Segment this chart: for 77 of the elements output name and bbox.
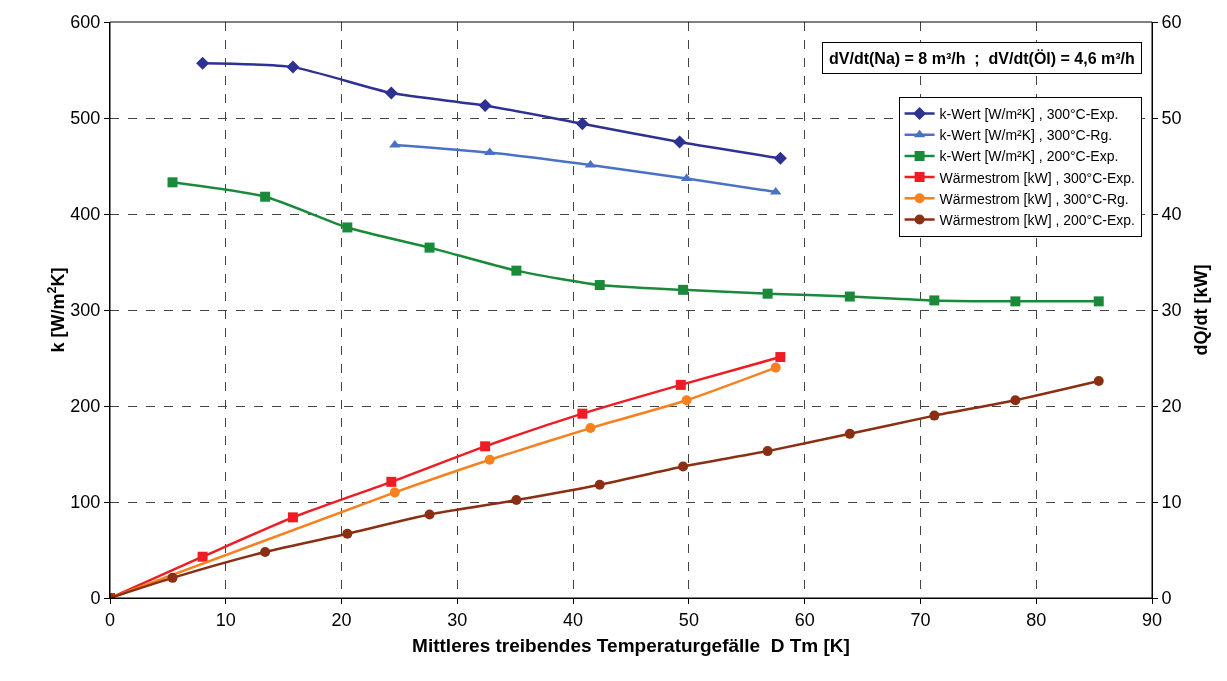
point bbox=[424, 242, 435, 253]
x-tick-label: 70 bbox=[910, 609, 931, 630]
point bbox=[167, 177, 178, 188]
point bbox=[424, 509, 435, 520]
point bbox=[386, 476, 397, 487]
point bbox=[678, 284, 689, 295]
annotation: dV/dt(Na) = 8 m³/h ; dV/dt(Öl) = 4,6 m³/h bbox=[829, 49, 1135, 67]
point bbox=[929, 410, 940, 421]
y-tick-label: 400 bbox=[70, 204, 101, 225]
y-tick-label: 0 bbox=[90, 588, 101, 609]
point bbox=[773, 151, 787, 165]
point bbox=[511, 265, 522, 276]
point bbox=[260, 546, 271, 557]
x-tick-label: 60 bbox=[794, 609, 815, 630]
x-tick-label: 0 bbox=[104, 609, 116, 630]
legend-label: k-Wert [W/m²K] , 300°C-Rg. bbox=[939, 127, 1113, 144]
point bbox=[478, 99, 492, 113]
point bbox=[286, 60, 300, 74]
x-tick-label: 50 bbox=[678, 609, 699, 630]
point bbox=[844, 428, 855, 439]
point bbox=[389, 139, 401, 148]
point bbox=[287, 512, 298, 523]
point bbox=[575, 117, 589, 131]
y2-tick-label: 10 bbox=[1161, 492, 1182, 513]
x-tick-label: 20 bbox=[331, 609, 352, 630]
y2-tick-label: 50 bbox=[1161, 108, 1182, 129]
point bbox=[594, 280, 605, 291]
point bbox=[594, 479, 605, 490]
point bbox=[196, 56, 210, 70]
legend-label: k-Wert [W/m²K] , 300°C-Exp. bbox=[939, 105, 1119, 122]
y-tick-label: 200 bbox=[70, 396, 101, 417]
point bbox=[585, 423, 596, 434]
legend-label: Wärmestrom [kW] , 300°C-Rg. bbox=[939, 190, 1129, 207]
y-tick-label: 600 bbox=[70, 12, 101, 33]
y2-tick-label: 60 bbox=[1161, 12, 1182, 33]
point bbox=[678, 461, 689, 472]
point bbox=[197, 551, 208, 562]
point bbox=[511, 495, 522, 506]
y-tick-label: 100 bbox=[70, 492, 101, 513]
point bbox=[770, 362, 781, 373]
point bbox=[1010, 296, 1021, 307]
point bbox=[762, 446, 773, 457]
point bbox=[1010, 395, 1021, 406]
y2-tick-label: 40 bbox=[1161, 204, 1182, 225]
legend-label: Wärmestrom [kW] , 200°C-Exp. bbox=[939, 211, 1135, 228]
point bbox=[484, 454, 495, 465]
x-tick-label: 10 bbox=[215, 609, 236, 630]
point bbox=[342, 528, 353, 539]
y2-tick-label: 0 bbox=[1161, 588, 1172, 609]
point bbox=[675, 379, 686, 390]
y2-axis-title: dQ/dt [kW] bbox=[1191, 264, 1211, 356]
y2-tick-label: 30 bbox=[1161, 300, 1182, 321]
point bbox=[167, 572, 178, 583]
x-tick-label: 80 bbox=[1026, 609, 1047, 630]
x-tick-label: 30 bbox=[447, 609, 468, 630]
point bbox=[1093, 296, 1104, 307]
legend-label: k-Wert [W/m²K] , 200°C-Exp. bbox=[939, 148, 1119, 165]
point bbox=[480, 441, 491, 452]
x-tick-label: 40 bbox=[563, 609, 584, 630]
point bbox=[384, 86, 398, 100]
point bbox=[673, 135, 687, 149]
point bbox=[342, 222, 353, 233]
x-tick-label: 90 bbox=[1141, 609, 1163, 630]
legend-label: Wärmestrom [kW] , 300°C-Exp. bbox=[939, 169, 1135, 186]
point bbox=[577, 408, 588, 419]
y-tick-label: 300 bbox=[70, 300, 101, 321]
point bbox=[389, 487, 400, 498]
y-tick-label: 500 bbox=[70, 108, 101, 129]
y2-tick-label: 20 bbox=[1161, 396, 1182, 417]
point bbox=[260, 191, 271, 202]
point bbox=[929, 295, 940, 306]
point bbox=[844, 291, 855, 302]
point bbox=[1093, 376, 1104, 387]
x-axis-title: Mittleres treibendes Temperaturgefälle D Tm [K] bbox=[412, 635, 850, 657]
point bbox=[775, 352, 786, 363]
point bbox=[681, 395, 692, 406]
point bbox=[762, 288, 773, 299]
